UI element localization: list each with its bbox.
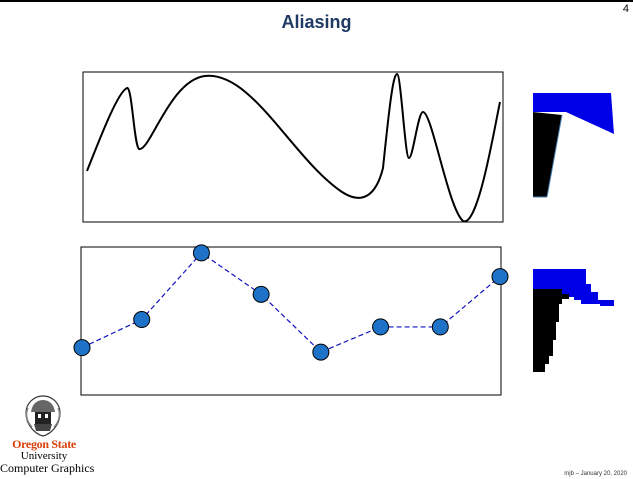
smooth-swatch-blue — [533, 93, 614, 134]
slide-title: Aliasing — [281, 12, 352, 32]
footer-credit: mjb – January 20, 2020 — [564, 471, 627, 477]
continuous-signal-curve — [86, 72, 501, 223]
aliased-swatch — [533, 269, 614, 372]
sample-point-3 — [192, 244, 210, 262]
sample-point-5 — [312, 343, 330, 361]
sampled-signal — [73, 244, 509, 361]
sample-point-1 — [73, 339, 91, 357]
sample-point-4 — [252, 285, 270, 303]
sample-connecting-line — [81, 252, 501, 353]
aliased-swatch-blue — [533, 269, 614, 306]
smooth-swatch-black — [533, 112, 562, 197]
continuous-signal-frame — [82, 71, 504, 223]
smooth-swatch — [533, 93, 614, 198]
sample-point-6 — [372, 318, 390, 336]
sample-point-7 — [431, 318, 449, 336]
aliased-swatch-black — [533, 289, 569, 372]
osu-seal-icon — [25, 395, 61, 437]
sample-point-8 — [491, 268, 509, 286]
university-word: University — [20, 450, 68, 462]
sample-point-2 — [133, 311, 151, 329]
page-number: 4 — [622, 3, 629, 15]
top-rule — [0, 0, 633, 2]
university-name: Oregon State — [12, 437, 76, 451]
department-name: Computer Graphics — [0, 461, 95, 475]
sampled-signal-frame — [80, 246, 502, 396]
